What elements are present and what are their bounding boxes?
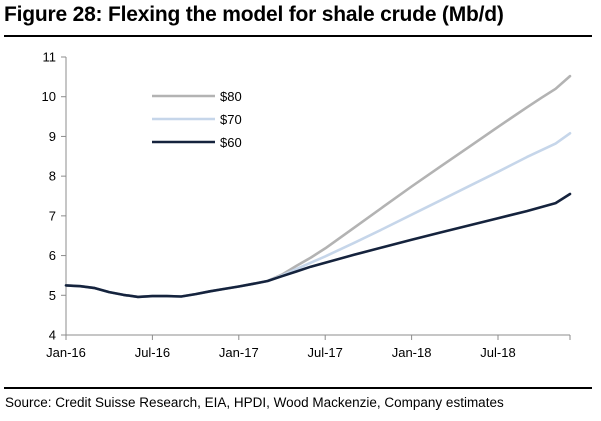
legend-label: $80 [220, 89, 242, 104]
x-tick-label: Jul-16 [135, 345, 170, 360]
y-tick-label: 11 [43, 50, 57, 65]
x-tick-label: Jan-16 [46, 345, 86, 360]
x-tick-label: Jan-17 [219, 345, 259, 360]
x-tick-label: Jul-18 [480, 345, 515, 360]
series-line-70-usd [64, 132, 572, 299]
figure-title: Figure 28: Flexing the model for shale c… [4, 3, 504, 26]
y-tick-label: 10 [42, 89, 56, 104]
series-line-60-usd [64, 192, 572, 299]
y-tick-label: 6 [49, 248, 56, 263]
x-tick-label: Jan-18 [392, 345, 432, 360]
legend-label: $70 [220, 112, 242, 127]
y-tick-label: 5 [49, 288, 56, 303]
x-tick-label: Jul-17 [307, 345, 342, 360]
y-tick-label: 9 [49, 129, 56, 144]
source-rule [4, 387, 592, 389]
legend-label: $60 [220, 135, 242, 150]
title-rule [4, 35, 592, 37]
y-tick-label: 7 [49, 208, 56, 223]
y-tick-label: 8 [49, 169, 56, 184]
source-note: Source: Credit Suisse Research, EIA, HPD… [5, 395, 504, 410]
y-tick-label: 4 [49, 328, 56, 343]
